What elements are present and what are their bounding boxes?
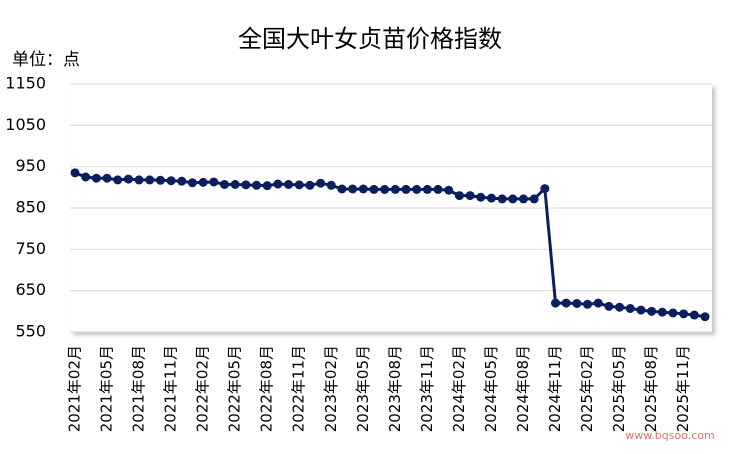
data-point bbox=[198, 177, 208, 187]
data-point bbox=[390, 184, 400, 194]
data-point bbox=[561, 298, 571, 308]
data-point bbox=[412, 184, 422, 194]
data-point bbox=[294, 180, 304, 190]
x-tick-label: 2023年08月 bbox=[386, 345, 404, 432]
x-tick-label: 2022年05月 bbox=[226, 345, 244, 432]
x-tick-label: 2025年11月 bbox=[674, 345, 692, 432]
data-point bbox=[358, 184, 368, 194]
data-point bbox=[679, 309, 689, 319]
data-point bbox=[583, 299, 593, 309]
data-point bbox=[444, 185, 454, 195]
data-point bbox=[657, 307, 667, 317]
data-point bbox=[273, 179, 283, 189]
data-point bbox=[91, 173, 101, 183]
x-tick-label: 2021年11月 bbox=[162, 345, 180, 432]
data-point bbox=[433, 184, 443, 194]
y-tick-label: 550 bbox=[15, 322, 46, 341]
data-point bbox=[454, 191, 464, 201]
x-tick-label: 2023年05月 bbox=[354, 345, 372, 432]
data-point bbox=[668, 308, 678, 318]
data-point bbox=[540, 184, 550, 194]
data-point bbox=[241, 180, 251, 190]
x-tick-label: 2021年08月 bbox=[130, 345, 148, 432]
data-point bbox=[486, 193, 496, 203]
data-point bbox=[166, 176, 176, 186]
data-point bbox=[465, 191, 475, 201]
data-point bbox=[700, 312, 710, 322]
data-point bbox=[187, 178, 197, 188]
y-tick-label: 1150 bbox=[5, 74, 46, 93]
data-point bbox=[316, 178, 326, 188]
data-point bbox=[636, 305, 646, 315]
data-point bbox=[113, 175, 123, 185]
data-point bbox=[70, 168, 80, 178]
data-point bbox=[326, 180, 336, 190]
data-point bbox=[508, 194, 518, 204]
data-point bbox=[604, 301, 614, 311]
data-point bbox=[81, 172, 91, 182]
data-point bbox=[102, 173, 112, 183]
y-tick-label: 1050 bbox=[5, 115, 46, 134]
data-point bbox=[689, 310, 699, 320]
data-point bbox=[305, 180, 315, 190]
data-point bbox=[476, 192, 486, 202]
data-point bbox=[380, 184, 390, 194]
x-tick-label: 2025年05月 bbox=[610, 345, 628, 432]
unit-label: 单位：点 bbox=[12, 50, 80, 70]
x-tick-label: 2024年08月 bbox=[514, 345, 532, 432]
x-tick-label: 2022年08月 bbox=[258, 345, 276, 432]
x-tick-label: 2024年11月 bbox=[546, 345, 564, 432]
data-point bbox=[337, 184, 347, 194]
x-tick-label: 2023年11月 bbox=[418, 345, 436, 432]
data-point bbox=[615, 302, 625, 312]
data-point bbox=[230, 179, 240, 189]
data-point bbox=[518, 194, 528, 204]
data-point bbox=[647, 306, 657, 316]
y-tick-label: 750 bbox=[15, 239, 46, 258]
x-tick-label: 2021年02月 bbox=[66, 345, 84, 432]
data-point bbox=[572, 298, 582, 308]
data-point bbox=[155, 175, 165, 185]
data-point bbox=[209, 177, 219, 187]
data-point bbox=[262, 181, 272, 191]
x-tick-label: 2025年02月 bbox=[578, 345, 596, 432]
x-tick-label: 2021年05月 bbox=[98, 345, 116, 432]
data-point bbox=[348, 184, 358, 194]
y-tick-label: 850 bbox=[15, 198, 46, 217]
data-point bbox=[422, 184, 432, 194]
x-tick-label: 2022年02月 bbox=[194, 345, 212, 432]
data-point bbox=[123, 174, 133, 184]
x-tick-label: 2025年08月 bbox=[642, 345, 660, 432]
data-point bbox=[401, 184, 411, 194]
data-point bbox=[497, 194, 507, 204]
y-tick-label: 650 bbox=[15, 280, 46, 299]
watermark: www.bqsoo.com bbox=[625, 429, 714, 442]
x-tick-label: 2023年02月 bbox=[322, 345, 340, 432]
data-point bbox=[593, 298, 603, 308]
x-tick-label: 2022年11月 bbox=[290, 345, 308, 432]
data-point bbox=[551, 298, 561, 308]
data-point bbox=[252, 180, 262, 190]
x-tick-label: 2024年02月 bbox=[450, 345, 468, 432]
chart-title: 全国大叶女贞苗价格指数 bbox=[238, 25, 502, 53]
data-point bbox=[369, 184, 379, 194]
data-point bbox=[134, 175, 144, 185]
data-point bbox=[625, 303, 635, 313]
data-point bbox=[284, 179, 294, 189]
data-point bbox=[177, 176, 187, 186]
data-point bbox=[145, 175, 155, 185]
data-point bbox=[529, 194, 539, 204]
x-tick-label: 2024年05月 bbox=[482, 345, 500, 432]
y-tick-label: 950 bbox=[15, 156, 46, 175]
data-point bbox=[219, 179, 229, 189]
